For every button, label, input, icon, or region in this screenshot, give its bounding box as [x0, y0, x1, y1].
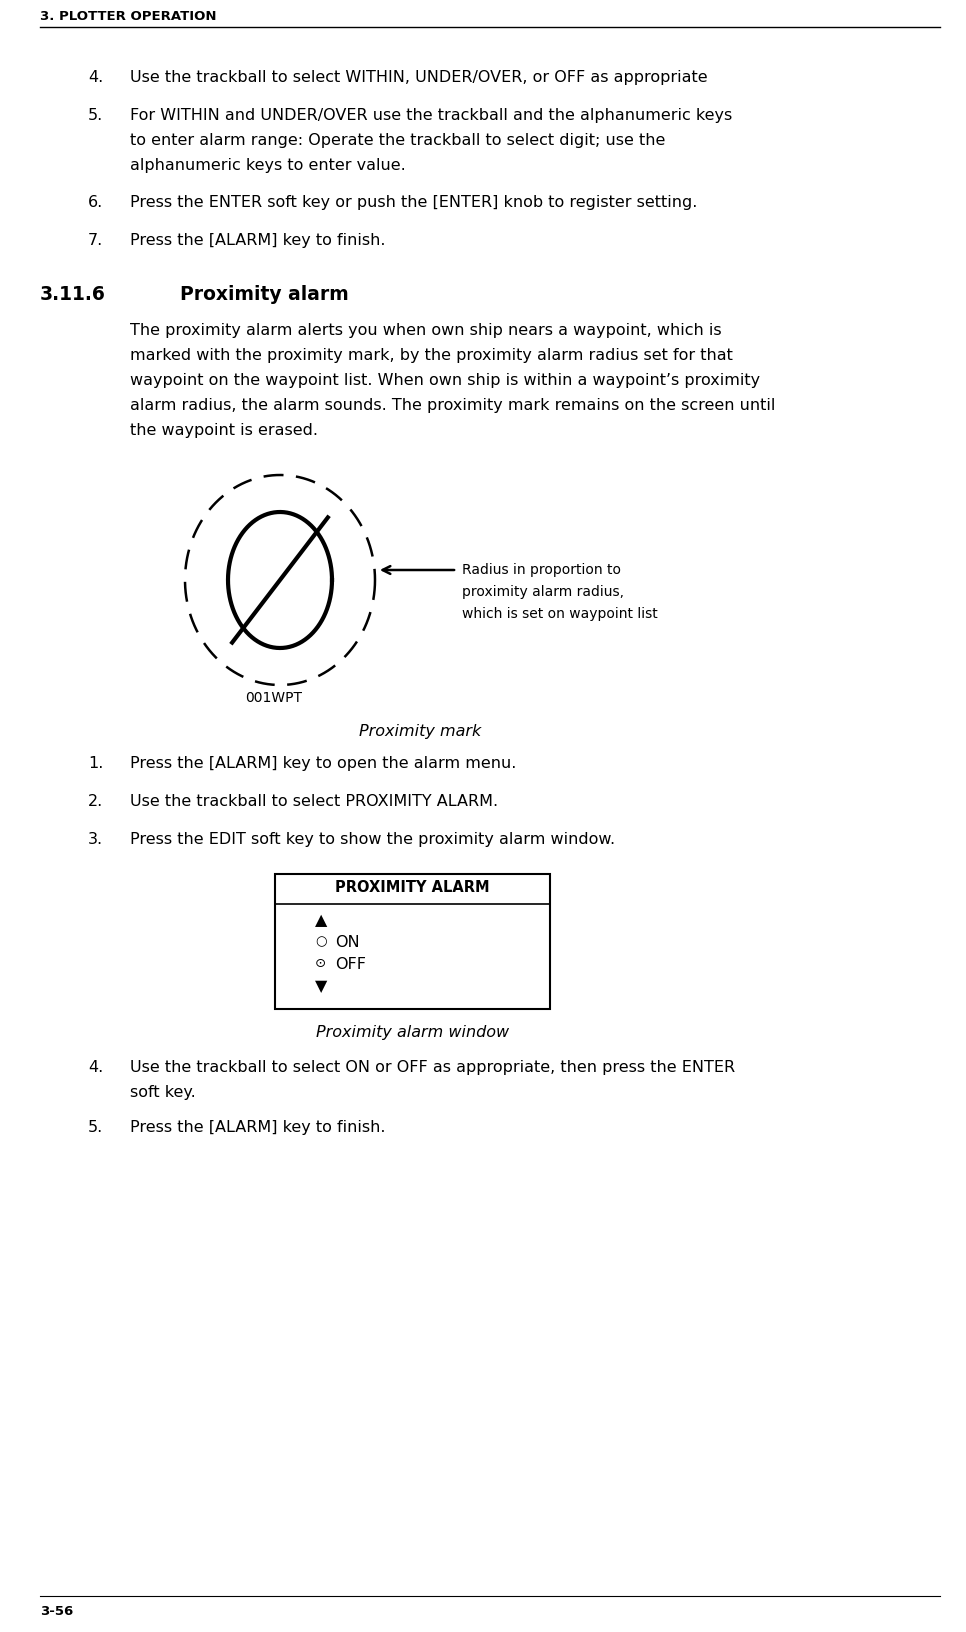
Text: ▲: ▲	[315, 912, 327, 927]
Text: 7.: 7.	[88, 233, 103, 248]
Text: the waypoint is erased.: the waypoint is erased.	[130, 423, 318, 437]
Text: 3.: 3.	[88, 831, 103, 847]
Text: Press the ENTER soft key or push the [ENTER] knob to register setting.: Press the ENTER soft key or push the [EN…	[130, 194, 697, 211]
Text: 001WPT: 001WPT	[245, 690, 302, 705]
Text: Proximity alarm: Proximity alarm	[180, 286, 349, 304]
Text: 3.11.6: 3.11.6	[40, 286, 106, 304]
Text: ▼: ▼	[315, 979, 327, 994]
Text: ○: ○	[315, 935, 327, 948]
Text: Use the trackball to select ON or OFF as appropriate, then press the ENTER: Use the trackball to select ON or OFF as…	[130, 1059, 735, 1074]
Text: OFF: OFF	[335, 956, 366, 971]
Text: ON: ON	[335, 935, 359, 950]
Text: 2.: 2.	[88, 793, 103, 808]
Text: Use the trackball to select PROXIMITY ALARM.: Use the trackball to select PROXIMITY AL…	[130, 793, 498, 808]
Text: 4.: 4.	[88, 70, 103, 85]
Text: Proximity mark: Proximity mark	[359, 723, 481, 739]
Text: 4.: 4.	[88, 1059, 103, 1074]
Text: Use the trackball to select WITHIN, UNDER/OVER, or OFF as appropriate: Use the trackball to select WITHIN, UNDE…	[130, 70, 708, 85]
Text: 5.: 5.	[88, 1120, 103, 1134]
Text: Press the [ALARM] key to open the alarm menu.: Press the [ALARM] key to open the alarm …	[130, 756, 517, 770]
Text: ⊙: ⊙	[315, 956, 327, 969]
Text: 6.: 6.	[88, 194, 103, 211]
Text: to enter alarm range: Operate the trackball to select digit; use the: to enter alarm range: Operate the trackb…	[130, 132, 666, 149]
Text: 5.: 5.	[88, 108, 103, 122]
Text: Press the EDIT soft key to show the proximity alarm window.: Press the EDIT soft key to show the prox…	[130, 831, 615, 847]
Text: Press the [ALARM] key to finish.: Press the [ALARM] key to finish.	[130, 1120, 385, 1134]
Text: 1.: 1.	[88, 756, 103, 770]
Text: Radius in proportion to: Radius in proportion to	[462, 563, 621, 576]
Bar	[275, 875, 550, 1009]
Text: waypoint on the waypoint list. When own ship is within a waypoint’s proximity: waypoint on the waypoint list. When own …	[130, 372, 760, 388]
Text: alarm radius, the alarm sounds. The proximity mark remains on the screen until: alarm radius, the alarm sounds. The prox…	[130, 398, 776, 413]
Text: The proximity alarm alerts you when own ship nears a waypoint, which is: The proximity alarm alerts you when own …	[130, 323, 722, 338]
Text: For WITHIN and UNDER/OVER use the trackball and the alphanumeric keys: For WITHIN and UNDER/OVER use the trackb…	[130, 108, 732, 122]
Text: PROXIMITY ALARM: PROXIMITY ALARM	[335, 880, 490, 894]
Text: soft key.: soft key.	[130, 1084, 196, 1100]
Text: Press the [ALARM] key to finish.: Press the [ALARM] key to finish.	[130, 233, 385, 248]
Text: Proximity alarm window: Proximity alarm window	[316, 1025, 509, 1040]
Text: 3. PLOTTER OPERATION: 3. PLOTTER OPERATION	[40, 10, 216, 23]
Text: alphanumeric keys to enter value.: alphanumeric keys to enter value.	[130, 158, 406, 173]
Text: proximity alarm radius,: proximity alarm radius,	[462, 584, 624, 599]
Text: marked with the proximity mark, by the proximity alarm radius set for that: marked with the proximity mark, by the p…	[130, 348, 733, 362]
Text: 3-56: 3-56	[40, 1604, 73, 1617]
Text: which is set on waypoint list: which is set on waypoint list	[462, 607, 658, 620]
